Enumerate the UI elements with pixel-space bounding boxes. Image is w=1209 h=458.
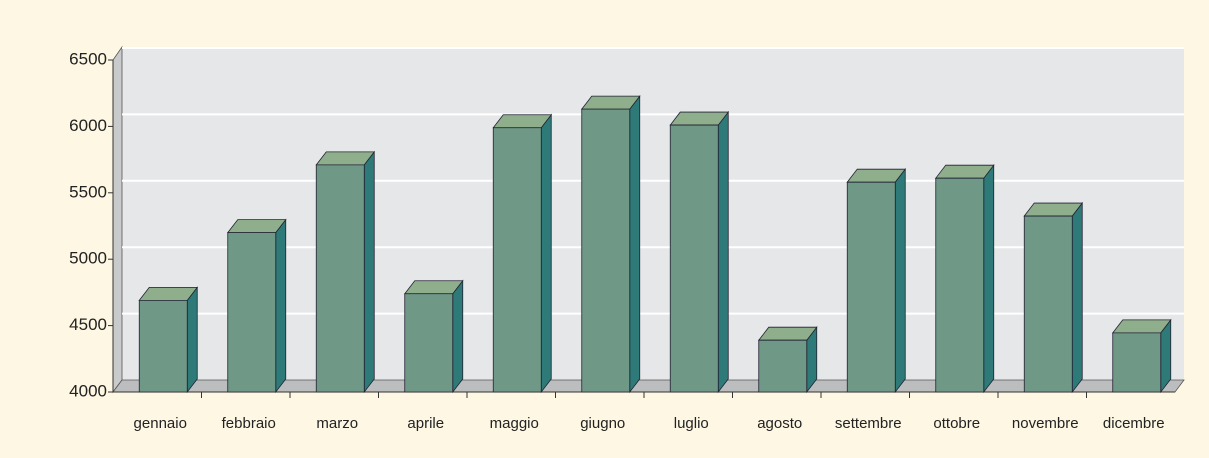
bar-face: [1112, 332, 1162, 393]
bar-face: [983, 164, 995, 394]
bar-face: [846, 181, 896, 393]
bar-face: [1023, 215, 1073, 393]
bar-face: [846, 168, 907, 183]
bar-face: [894, 167, 906, 394]
bar-face: [186, 286, 198, 394]
x-tick-label: maggio: [490, 415, 539, 432]
bar: [315, 150, 376, 394]
bar-face: [492, 127, 542, 393]
bar-face: [227, 232, 277, 393]
bar-face: [1023, 202, 1084, 217]
bar-face: [717, 110, 729, 394]
bar-face: [404, 293, 454, 393]
bar: [138, 286, 199, 394]
bar-face: [452, 279, 464, 394]
bar-face: [275, 218, 287, 394]
bar-face: [1071, 201, 1083, 394]
bar-face: [669, 111, 730, 126]
x-tick-label: aprile: [407, 415, 444, 432]
bar: [492, 113, 553, 394]
bar-face: [315, 151, 376, 166]
x-tick-label: dicembre: [1103, 415, 1165, 432]
bar: [757, 326, 818, 394]
x-tick-label: agosto: [757, 415, 802, 432]
bar-face: [226, 219, 287, 234]
x-tick-label: ottobre: [933, 415, 980, 432]
bar: [1111, 318, 1172, 394]
bar: [580, 94, 641, 394]
bar-face: [403, 280, 464, 295]
bar-face: [1111, 319, 1172, 334]
bar-face: [758, 339, 808, 393]
x-tick-label: marzo: [316, 415, 358, 432]
x-tick-label: giugno: [580, 415, 625, 432]
y-tick-label: 4500: [69, 315, 107, 334]
bar-face: [934, 164, 995, 179]
y-tick-label: 4000: [69, 381, 107, 400]
x-tick-label: novembre: [1012, 415, 1079, 432]
side-wall: [112, 45, 123, 394]
bar-face: [629, 94, 641, 394]
bar: [846, 167, 907, 394]
x-tick-label: luglio: [674, 415, 709, 432]
x-tick-label: febbraio: [222, 415, 276, 432]
bar: [669, 110, 730, 394]
bar: [403, 279, 464, 394]
y-tick-label: 5500: [69, 182, 107, 201]
bar-face: [935, 177, 985, 393]
y-tick-label: 6000: [69, 116, 107, 135]
y-tick-label: 6500: [69, 49, 107, 68]
bar-face: [669, 124, 719, 393]
bar-face: [580, 95, 641, 110]
bar: [934, 164, 995, 394]
x-tick-label: gennaio: [134, 415, 187, 432]
bar-face: [492, 114, 553, 129]
bar-face: [540, 113, 552, 394]
bar: [226, 218, 287, 394]
bar-face: [138, 286, 199, 301]
bar-face: [138, 299, 188, 393]
bar-face: [363, 150, 375, 394]
plot-wall: [122, 47, 1184, 380]
bar-face: [757, 326, 818, 341]
x-tick-label: settembre: [835, 415, 902, 432]
y-tick-label: 5000: [69, 249, 107, 268]
bar-face: [581, 108, 631, 393]
bar-face: [315, 164, 365, 393]
bar: [1023, 201, 1084, 394]
